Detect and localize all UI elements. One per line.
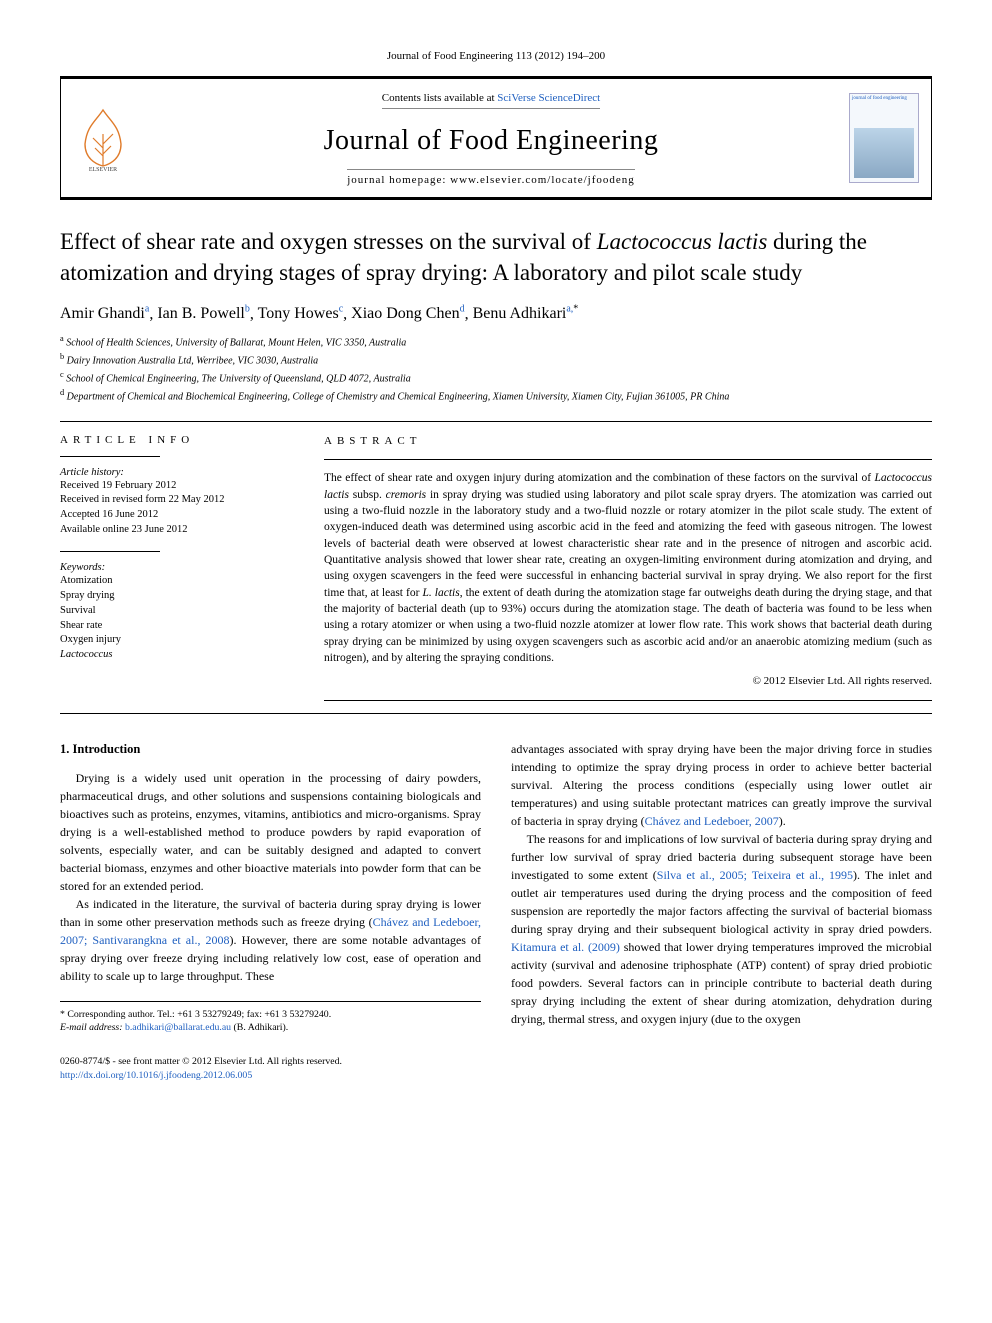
title-pre: Effect of shear rate and oxygen stresses… (60, 229, 597, 254)
rule (324, 700, 932, 701)
left-column: 1. Introduction Drying is a widely used … (60, 740, 481, 1035)
body-paragraph: The reasons for and implications of low … (511, 830, 932, 1028)
author: Xiao Dong Chend (351, 305, 464, 322)
journal-cover-thumb: journal of food engineering (849, 93, 919, 183)
abstract-block: ABSTRACT The effect of shear rate and ox… (324, 434, 932, 701)
keyword: Oxygen injury (60, 633, 290, 648)
doi-link[interactable]: http://dx.doi.org/10.1016/j.jfoodeng.201… (60, 1069, 932, 1083)
rule (60, 713, 932, 714)
title-species: Lactococcus lactis (597, 229, 768, 254)
corresponding-author-note: * Corresponding author. Tel.: +61 3 5327… (60, 1008, 481, 1022)
section-heading: 1. Introduction (60, 740, 481, 759)
history-line: Available online 23 June 2012 (60, 523, 290, 538)
journal-banner: ELSEVIER Contents lists available at Sci… (60, 76, 932, 200)
keyword: Shear rate (60, 619, 290, 634)
homepage-prefix: journal homepage: (347, 174, 450, 186)
abstract-copyright: © 2012 Elsevier Ltd. All rights reserved… (324, 674, 932, 690)
keyword: Lactococcus (60, 648, 290, 663)
history-label: Article history: (60, 467, 290, 478)
abstract-heading: ABSTRACT (324, 434, 932, 450)
keywords-label: Keywords: (60, 562, 290, 573)
author: Tony Howesc (258, 305, 344, 322)
journal-homepage-url[interactable]: www.elsevier.com/locate/jfoodeng (450, 174, 635, 186)
journal-homepage-line: journal homepage: www.elsevier.com/locat… (347, 169, 635, 186)
article-info-heading: ARTICLE INFO (60, 434, 290, 446)
front-matter-line: 0260-8774/$ - see front matter © 2012 El… (60, 1055, 932, 1069)
author-list: Amir Ghandia, Ian B. Powellb, Tony Howes… (60, 304, 932, 323)
page-footer: 0260-8774/$ - see front matter © 2012 El… (60, 1055, 932, 1082)
keyword: Atomization (60, 574, 290, 589)
affiliations: a School of Health Sciences, University … (60, 333, 932, 404)
email-link[interactable]: b.adhikari@ballarat.edu.au (125, 1022, 231, 1033)
contents-prefix: Contents lists available at (382, 92, 497, 104)
contents-lists-line: Contents lists available at SciVerse Sci… (382, 92, 600, 109)
affiliation: d Department of Chemical and Biochemical… (60, 387, 932, 405)
body-columns: 1. Introduction Drying is a widely used … (60, 740, 932, 1035)
keyword: Survival (60, 604, 290, 619)
keyword: Spray drying (60, 589, 290, 604)
author: Benu Adhikaria,* (473, 305, 579, 322)
journal-name: Journal of Food Engineering (147, 125, 835, 157)
affiliation: a School of Health Sciences, University … (60, 333, 932, 351)
body-paragraph: As indicated in the literature, the surv… (60, 895, 481, 985)
rule (60, 421, 932, 422)
history-line: Received in revised form 22 May 2012 (60, 493, 290, 508)
running-head-text: Journal of Food Engineering 113 (2012) 1… (387, 50, 605, 62)
author: Ian B. Powellb (157, 305, 250, 322)
email-line: E-mail address: b.adhikari@ballarat.edu.… (60, 1021, 481, 1035)
rule (60, 551, 160, 552)
article-title: Effect of shear rate and oxygen stresses… (60, 226, 932, 288)
running-head: Journal of Food Engineering 113 (2012) 1… (60, 50, 932, 62)
affiliation: c School of Chemical Engineering, The Un… (60, 369, 932, 387)
cover-thumb-title: journal of food engineering (850, 94, 918, 103)
affiliation: b Dairy Innovation Australia Ltd, Werrib… (60, 351, 932, 369)
citation-link[interactable]: Silva et al., 2005; Teixeira et al., 199… (657, 868, 853, 882)
citation-link[interactable]: Chávez and Ledeboer, 2007 (645, 814, 779, 828)
svg-text:ELSEVIER: ELSEVIER (89, 167, 117, 172)
rule (60, 456, 160, 457)
body-paragraph: Drying is a widely used unit operation i… (60, 769, 481, 895)
history-line: Received 19 February 2012 (60, 479, 290, 494)
right-column: advantages associated with spray drying … (511, 740, 932, 1035)
article-info-block: ARTICLE INFO Article history: Received 1… (60, 434, 290, 701)
citation-link[interactable]: Kitamura et al. (2009) (511, 940, 620, 954)
body-paragraph: advantages associated with spray drying … (511, 740, 932, 830)
abstract-text: The effect of shear rate and oxygen inju… (324, 470, 932, 666)
sciencedirect-link[interactable]: SciVerse ScienceDirect (497, 92, 600, 104)
footnotes: * Corresponding author. Tel.: +61 3 5327… (60, 1001, 481, 1035)
elsevier-tree-logo: ELSEVIER (73, 104, 133, 172)
author: Amir Ghandia (60, 305, 149, 322)
rule (324, 459, 932, 460)
history-line: Accepted 16 June 2012 (60, 508, 290, 523)
